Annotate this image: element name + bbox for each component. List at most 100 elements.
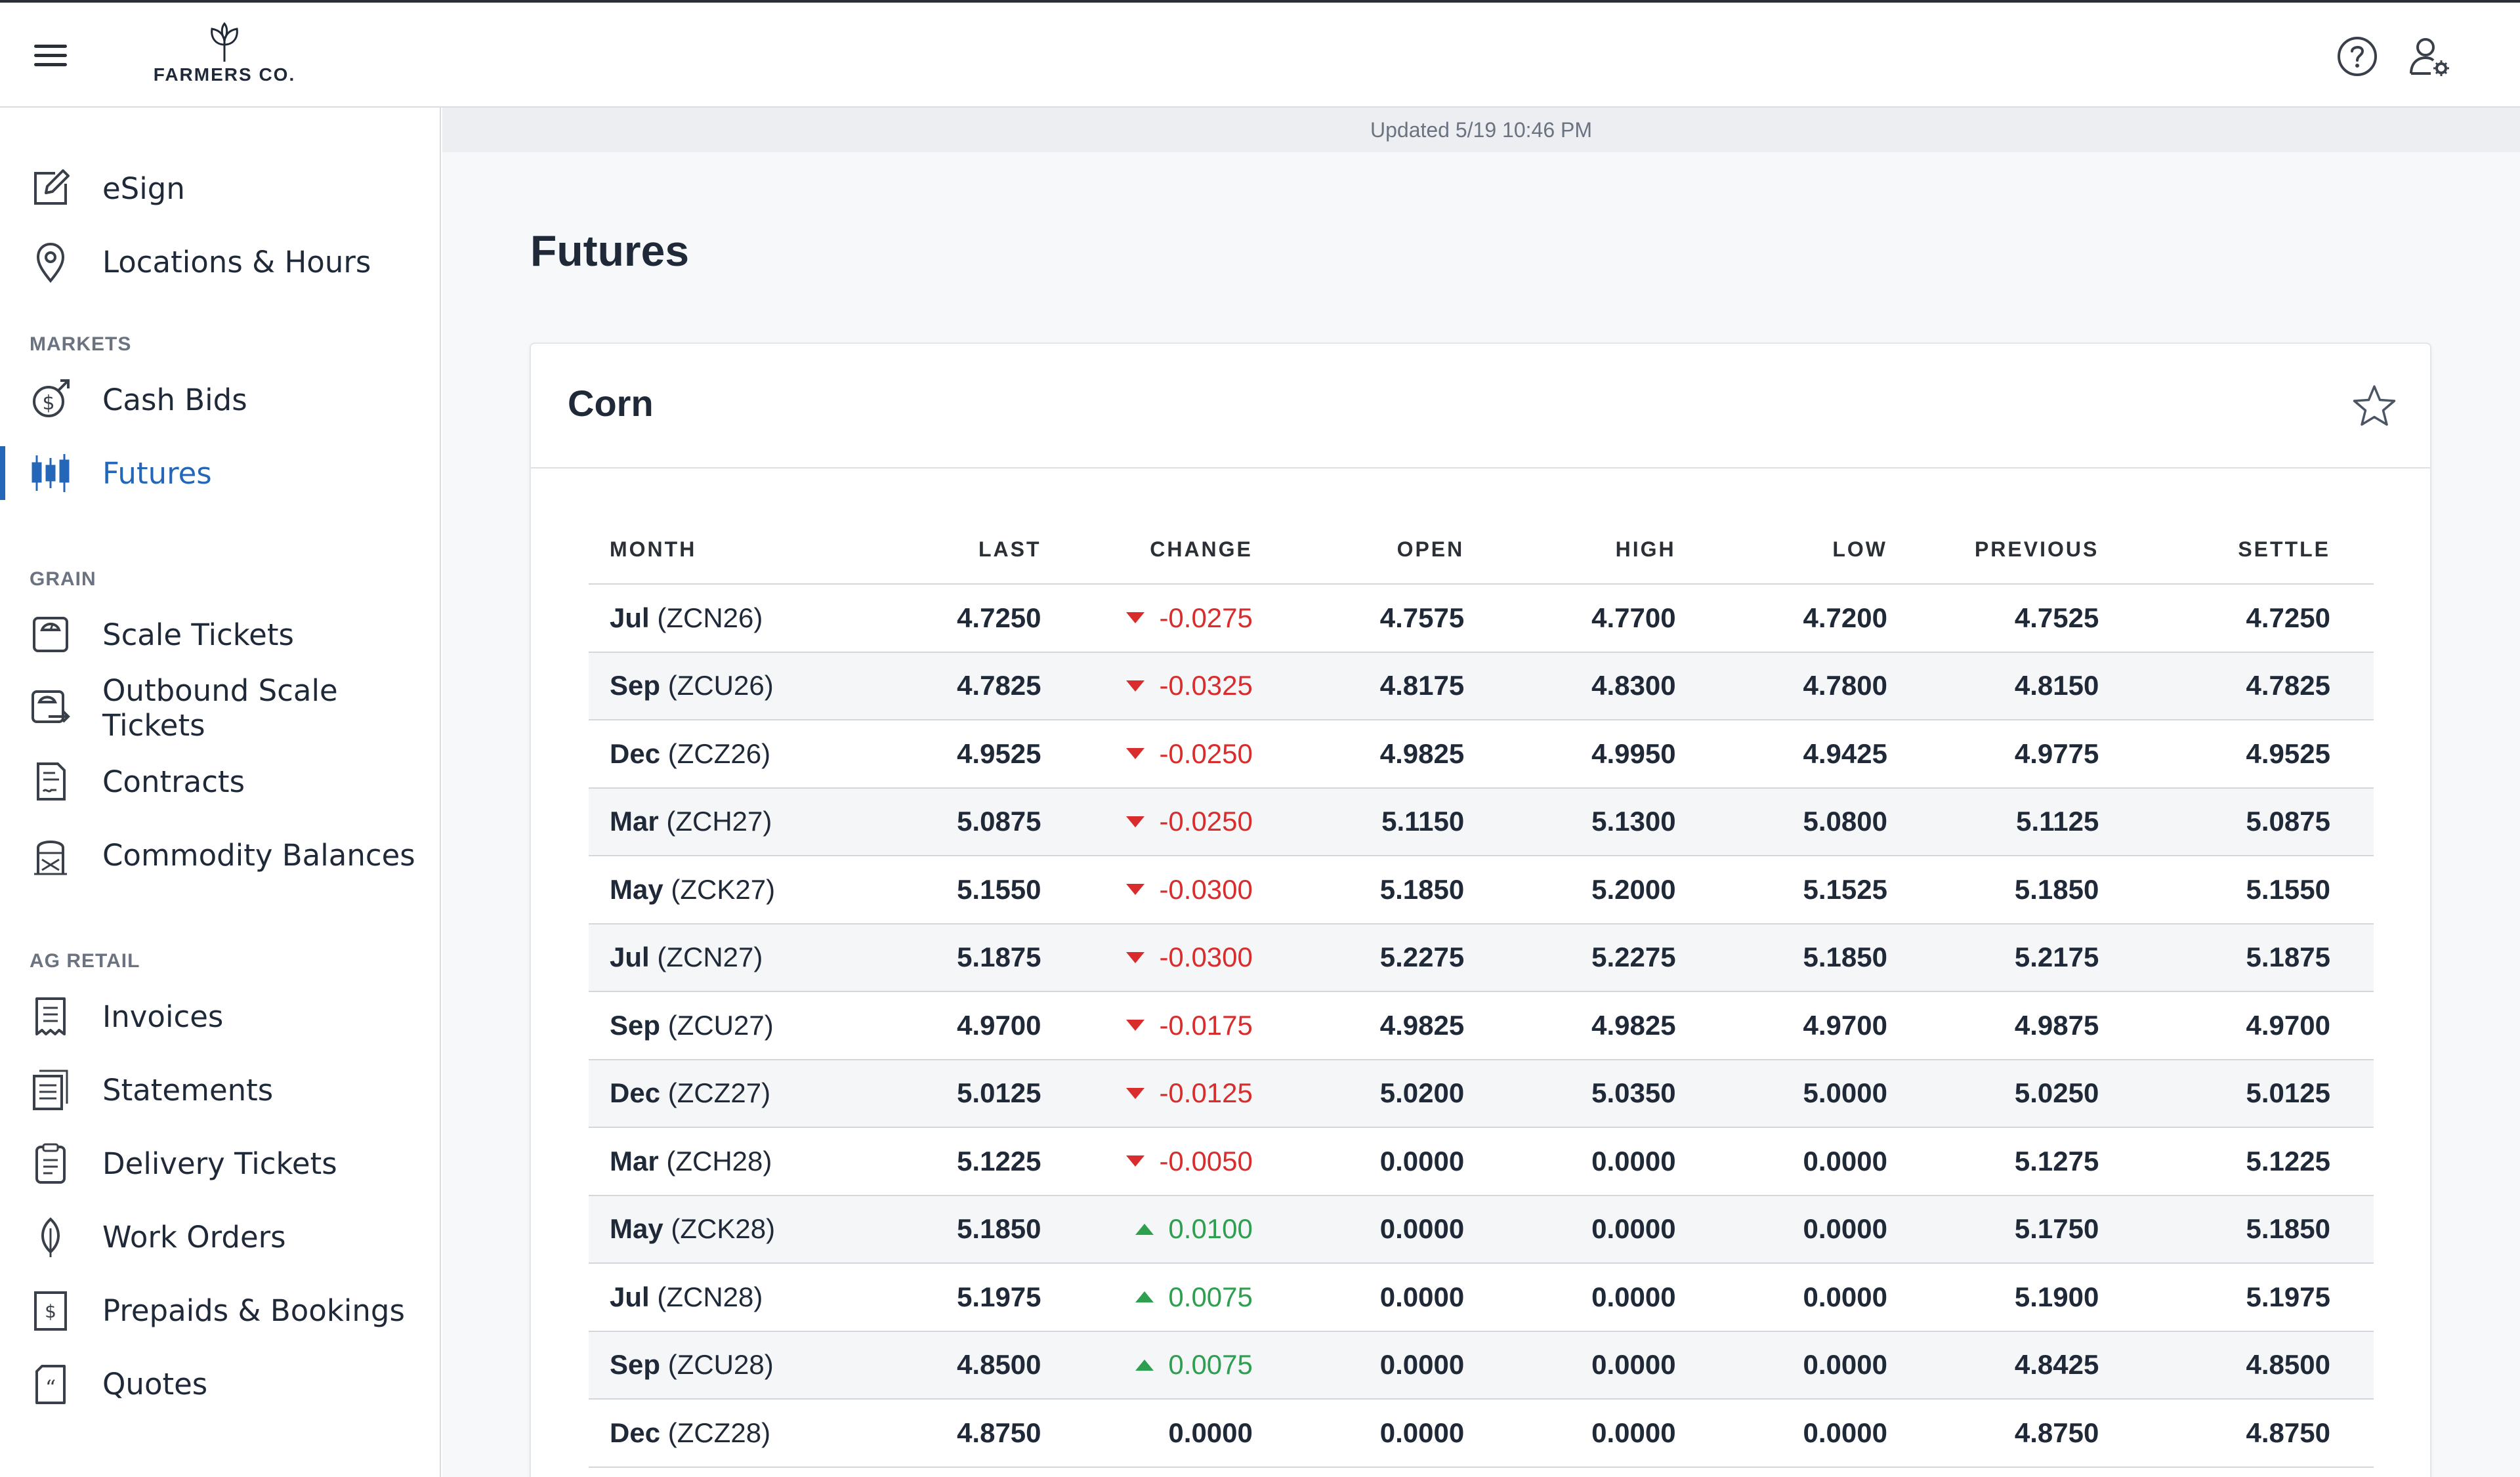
change-value: 0.0075 bbox=[1168, 1281, 1253, 1312]
cell-previous: 4.9775 bbox=[1930, 720, 2143, 789]
sidebar-item-prepaids-bookings[interactable]: $ Prepaids & Bookings bbox=[0, 1281, 440, 1340]
cell-last: 5.1225 bbox=[873, 1127, 1085, 1196]
table-row[interactable]: Mar (ZCH28) 5.1225 -0.0050 0.0000 0.0000 0.00… bbox=[589, 1127, 2374, 1196]
section-heading-ag-retail: AG RETAIL bbox=[30, 950, 140, 972]
card-header: Corn bbox=[531, 344, 2430, 468]
column-header-high[interactable]: HIGH bbox=[1507, 516, 1719, 585]
cell-change: 0.0075 bbox=[1084, 1331, 1296, 1400]
sidebar-item-esign[interactable]: eSign bbox=[0, 159, 440, 218]
table-row[interactable]: Dec (ZCZ27) 5.0125 -0.0125 5.0200 5.0350 5.00… bbox=[589, 1059, 2374, 1128]
table-row[interactable]: Jul (ZCN28) 5.1975 0.0075 0.0000 0.0000 0.000… bbox=[589, 1263, 2374, 1332]
table-row[interactable]: Mar (ZCH27) 5.0875 -0.0250 5.1150 5.1300 5.08… bbox=[589, 787, 2374, 856]
change-value: -0.0125 bbox=[1159, 1077, 1253, 1109]
cell-last: 5.1975 bbox=[873, 1263, 1085, 1332]
cell-previous: 4.9875 bbox=[1930, 991, 2143, 1060]
cell-change: 0.0000 bbox=[1084, 1399, 1296, 1468]
contract-symbol: (ZCZ28) bbox=[667, 1417, 771, 1448]
table-row[interactable]: Sep (ZCU26) 4.7825 -0.0325 4.8175 4.8300 4.78… bbox=[589, 652, 2374, 720]
sidebar-item-label: Locations & Hours bbox=[102, 244, 371, 280]
cell-previous: 5.1275 bbox=[1930, 1127, 2143, 1196]
column-header-low[interactable]: LOW bbox=[1719, 516, 1931, 585]
sidebar-item-commodity-balances[interactable]: Commodity Balances bbox=[0, 825, 440, 884]
sidebar-item-futures[interactable]: Futures bbox=[0, 444, 440, 503]
svg-text:“: “ bbox=[45, 1375, 56, 1400]
cell-change: -0.0050 bbox=[1084, 1127, 1296, 1196]
cell-high: 0.0000 bbox=[1507, 1263, 1719, 1332]
change-value: 0.0075 bbox=[1168, 1349, 1253, 1381]
menu-icon[interactable] bbox=[34, 45, 67, 67]
column-header-last[interactable]: LAST bbox=[873, 516, 1085, 585]
cell-last: 5.0875 bbox=[873, 787, 1085, 856]
column-header-open[interactable]: OPEN bbox=[1295, 516, 1508, 585]
change-value: 0.0000 bbox=[1168, 1417, 1253, 1448]
table-row[interactable]: Sep (ZCU27) 4.9700 -0.0175 4.9825 4.9825 4.97… bbox=[589, 991, 2374, 1060]
column-header-change[interactable]: CHANGE bbox=[1084, 516, 1296, 585]
change-value: -0.0300 bbox=[1159, 873, 1253, 905]
table-row[interactable]: May (ZCK28) 5.1850 0.0100 0.0000 0.0000 0.000… bbox=[589, 1195, 2374, 1264]
table-row[interactable]: Jul (ZCN26) 4.7250 -0.0275 4.7575 4.7700 4.72… bbox=[589, 584, 2374, 653]
cell-high: 5.2275 bbox=[1507, 923, 1719, 992]
cell-settle: 5.1225 bbox=[2142, 1127, 2374, 1196]
cell-previous: 4.8750 bbox=[1930, 1399, 2143, 1468]
svg-text:$: $ bbox=[45, 1300, 56, 1322]
cell-settle: 5.1550 bbox=[2142, 856, 2374, 925]
down-arrow-icon bbox=[1126, 680, 1145, 692]
star-icon[interactable] bbox=[2351, 383, 2397, 429]
sidebar-item-contracts[interactable]: Contracts bbox=[0, 752, 440, 811]
month-label: Dec bbox=[610, 1417, 661, 1448]
help-circle-icon[interactable] bbox=[2336, 35, 2378, 77]
sidebar-item-delivery-tickets[interactable]: Delivery Tickets bbox=[0, 1134, 440, 1193]
cell-settle: 4.7250 bbox=[2142, 584, 2374, 653]
contract-symbol: (ZCK28) bbox=[671, 1213, 776, 1245]
change-value: -0.0325 bbox=[1159, 670, 1253, 701]
table-row[interactable]: Dec (ZCZ26) 4.9525 -0.0250 4.9825 4.9950 4.94… bbox=[589, 720, 2374, 789]
down-arrow-icon bbox=[1126, 1155, 1145, 1167]
cell-high: 5.1300 bbox=[1507, 787, 1719, 856]
table-header-row: MONTH LAST CHANGE OPEN HIGH LOW PREVIOUS… bbox=[589, 516, 2374, 585]
sidebar-item-quotes[interactable]: “ Quotes bbox=[0, 1354, 440, 1413]
month-label: Sep bbox=[610, 670, 661, 701]
change-value: -0.0175 bbox=[1159, 1009, 1253, 1041]
contract-symbol: (ZCU27) bbox=[667, 1009, 774, 1041]
table-row[interactable]: Jul (ZCN27) 5.1875 -0.0300 5.2275 5.2275 5.18… bbox=[589, 923, 2374, 992]
up-arrow-icon bbox=[1135, 1291, 1154, 1303]
sidebar-item-work-orders[interactable]: Work Orders bbox=[0, 1207, 440, 1266]
cell-month: Jul (ZCN27) bbox=[589, 923, 873, 992]
esign-icon bbox=[34, 169, 70, 205]
month-label: Dec bbox=[610, 738, 661, 769]
contract-symbol: (ZCN27) bbox=[657, 942, 763, 973]
column-header-settle[interactable]: SETTLE bbox=[2142, 516, 2374, 585]
section-heading-grain: GRAIN bbox=[30, 568, 96, 590]
up-arrow-icon bbox=[1135, 1359, 1154, 1371]
sidebar-item-cash-bids[interactable]: $ Cash Bids bbox=[0, 370, 440, 429]
sidebar-item-outbound-scale-tickets[interactable]: Outbound Scale Tickets bbox=[0, 673, 440, 743]
cell-previous: 4.7525 bbox=[1930, 584, 2143, 653]
outbound-scale-icon bbox=[32, 690, 70, 723]
sidebar-item-locations[interactable]: Locations & Hours bbox=[0, 232, 440, 291]
cell-low: 0.0000 bbox=[1719, 1399, 1931, 1468]
cell-change: -0.0125 bbox=[1084, 1059, 1296, 1128]
change-value: -0.0250 bbox=[1159, 806, 1253, 837]
logo[interactable]: FARMERS CO. bbox=[152, 22, 297, 94]
table-row[interactable]: Dec (ZCZ28) 4.8750 0.0000 0.0000 0.0000 0.000… bbox=[589, 1399, 2374, 1468]
cell-high: 4.7700 bbox=[1507, 584, 1719, 653]
table-row[interactable]: Sep (ZCU28) 4.8500 0.0075 0.0000 0.0000 0.000… bbox=[589, 1331, 2374, 1400]
cell-settle: 5.1850 bbox=[2142, 1195, 2374, 1264]
cell-low: 5.0800 bbox=[1719, 787, 1931, 856]
cell-last: 5.1550 bbox=[873, 856, 1085, 925]
cell-last: 4.7825 bbox=[873, 652, 1085, 720]
sidebar-item-scale-tickets[interactable]: Scale Tickets bbox=[0, 605, 440, 664]
invoice-icon bbox=[35, 997, 66, 1035]
leaf-icon bbox=[41, 1217, 60, 1257]
cell-open: 0.0000 bbox=[1295, 1263, 1508, 1332]
month-label: Sep bbox=[610, 1009, 661, 1041]
sidebar-item-statements[interactable]: Statements bbox=[0, 1060, 440, 1119]
table-row[interactable]: May (ZCK27) 5.1550 -0.0300 5.1850 5.2000 5.15… bbox=[589, 856, 2374, 925]
column-header-month[interactable]: MONTH bbox=[589, 516, 873, 585]
cell-settle: 5.0875 bbox=[2142, 787, 2374, 856]
user-settings-icon[interactable] bbox=[2408, 35, 2450, 77]
contract-symbol: (ZCN28) bbox=[657, 1281, 763, 1312]
column-header-previous[interactable]: PREVIOUS bbox=[1930, 516, 2143, 585]
sidebar-item-invoices[interactable]: Invoices bbox=[0, 987, 440, 1046]
cell-low: 4.7800 bbox=[1719, 652, 1931, 720]
